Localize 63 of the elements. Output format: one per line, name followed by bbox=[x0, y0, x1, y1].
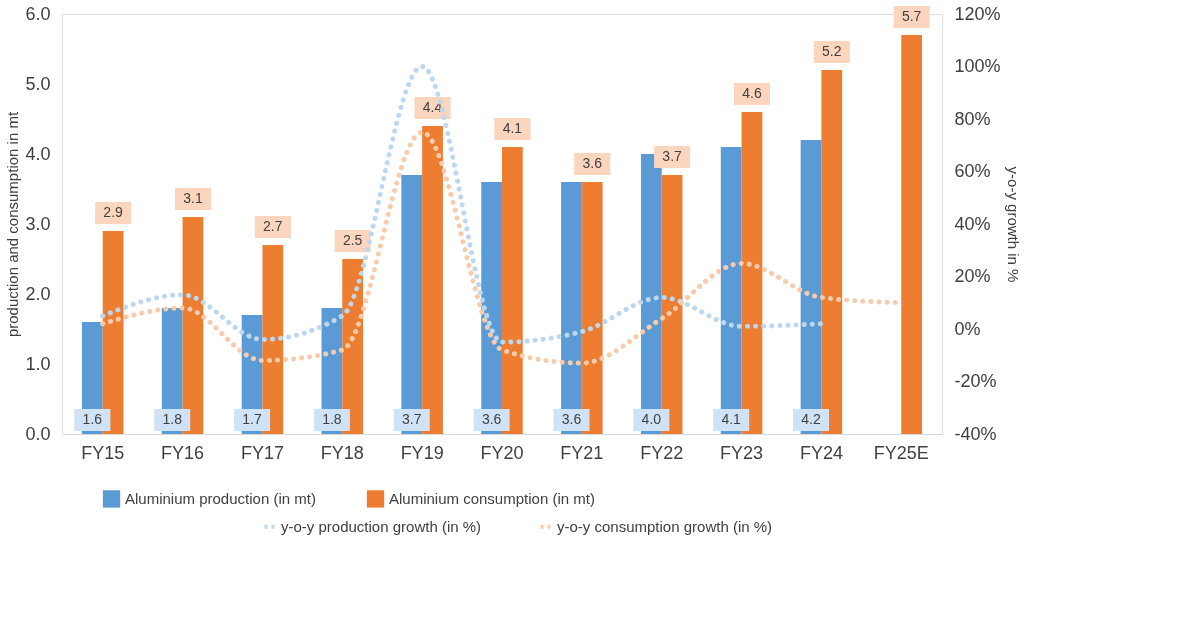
y2-tick-label: 60% bbox=[954, 161, 991, 181]
data-label: 3.6 bbox=[561, 411, 582, 427]
data-label: 1.8 bbox=[322, 411, 342, 427]
x-tick-label: FY16 bbox=[161, 442, 205, 463]
y2-tick-label: 40% bbox=[954, 213, 991, 234]
y2-tick-label: -40% bbox=[954, 423, 997, 444]
data-label: 2.5 bbox=[342, 232, 363, 248]
bar bbox=[102, 231, 124, 434]
data-label: 3.6 bbox=[582, 155, 603, 171]
data-label: 4.1 bbox=[502, 120, 523, 136]
y2-tick-label: 20% bbox=[954, 266, 991, 286]
data-label: 3.1 bbox=[183, 190, 203, 206]
data-label: 5.2 bbox=[822, 43, 842, 59]
data-label: 3.6 bbox=[481, 411, 502, 427]
data-label: 2.7 bbox=[263, 218, 283, 234]
data-label: 1.8 bbox=[162, 411, 183, 427]
y2-axis-title: y-o-y growth in % bbox=[1004, 166, 1022, 283]
y-axis-title: production and consumption in mt bbox=[4, 111, 22, 338]
x-tick-label: FY15 bbox=[81, 442, 125, 463]
data-label: 5.7 bbox=[901, 8, 922, 24]
x-tick-label: FY25E bbox=[873, 442, 929, 463]
y-tick-label: 4.0 bbox=[25, 143, 51, 164]
data-label: 1.6 bbox=[82, 411, 103, 427]
y-tick-label: 1.0 bbox=[25, 353, 51, 374]
bar bbox=[901, 35, 923, 434]
y2-tick-label: -20% bbox=[954, 371, 997, 391]
y-tick-label: 2.0 bbox=[25, 283, 51, 304]
data-label: 2.9 bbox=[103, 204, 124, 220]
x-tick-label: FY23 bbox=[720, 442, 764, 463]
y-tick-label: 0.0 bbox=[25, 423, 51, 444]
data-label: 4.0 bbox=[641, 411, 662, 427]
y2-tick-label: 80% bbox=[954, 108, 991, 129]
y-tick-label: 3.0 bbox=[25, 213, 51, 234]
x-tick-label: FY24 bbox=[799, 442, 843, 463]
y2-tick-label: 0% bbox=[954, 318, 981, 339]
data-label: 4.2 bbox=[801, 411, 821, 427]
legend-label: y-o-y consumption growth (in %) bbox=[557, 517, 773, 535]
x-tick-label: FY22 bbox=[640, 442, 684, 463]
y2-tick-label: 100% bbox=[954, 56, 1001, 76]
x-tick-label: FY20 bbox=[480, 442, 524, 463]
y2-tick-label: 120% bbox=[954, 3, 1001, 24]
bar bbox=[661, 175, 683, 434]
legend-label: Aluminium production (in mt) bbox=[125, 489, 316, 507]
bar bbox=[741, 112, 763, 434]
bar bbox=[502, 147, 523, 434]
bar bbox=[581, 182, 603, 434]
data-label: 3.7 bbox=[402, 411, 422, 427]
bar bbox=[182, 217, 204, 434]
x-tick-label: FY19 bbox=[400, 442, 444, 463]
bar bbox=[821, 70, 843, 434]
x-tick-label: FY21 bbox=[560, 442, 604, 463]
x-tick-label: FY18 bbox=[320, 442, 364, 463]
bar bbox=[262, 245, 284, 434]
bar bbox=[422, 126, 443, 434]
y-tick-label: 6.0 bbox=[25, 3, 51, 24]
data-label: 1.7 bbox=[242, 411, 262, 427]
x-tick-label: FY17 bbox=[240, 442, 284, 463]
y-tick-label: 5.0 bbox=[25, 73, 51, 94]
legend-label: y-o-y production growth (in %) bbox=[281, 517, 482, 535]
data-label: 4.6 bbox=[742, 85, 762, 101]
data-label: 3.7 bbox=[662, 148, 683, 164]
legend-label: Aluminium consumption (in mt) bbox=[389, 489, 595, 507]
data-label: 4.1 bbox=[721, 411, 742, 427]
